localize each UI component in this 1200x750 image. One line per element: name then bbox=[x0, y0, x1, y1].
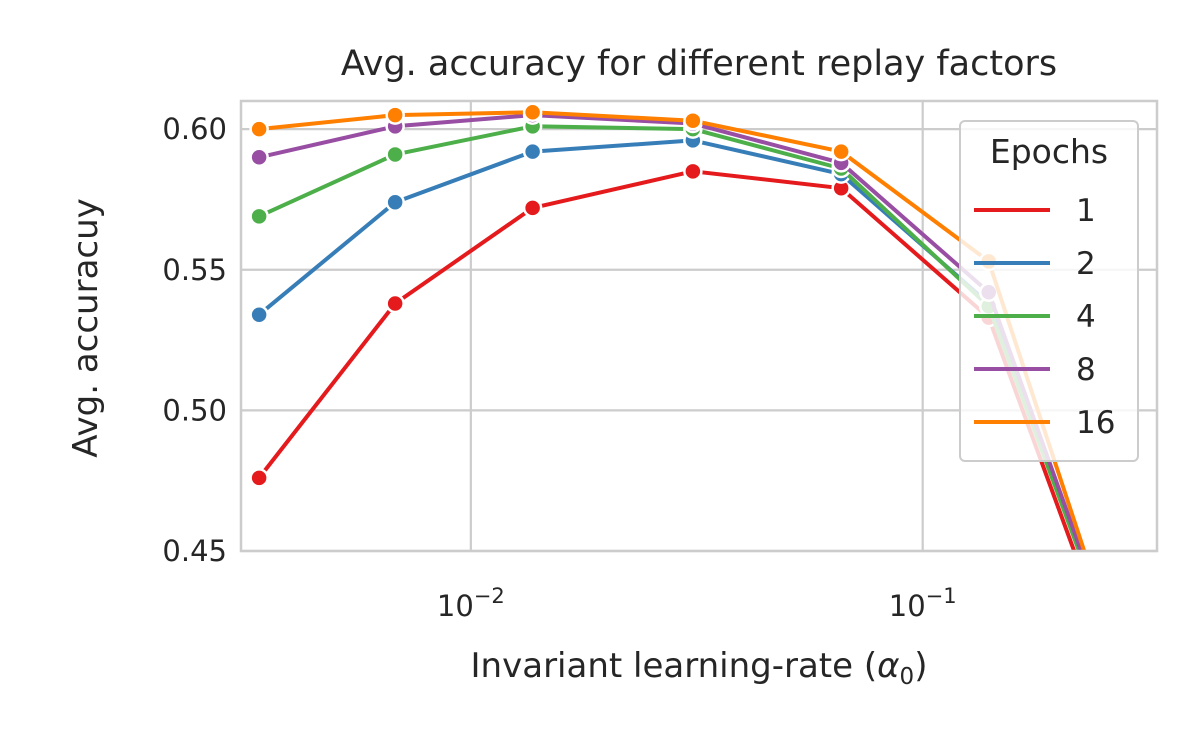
y-tick-label: 0.45 bbox=[162, 534, 227, 568]
legend-label: 4 bbox=[1076, 299, 1096, 335]
legend-item: 1 bbox=[974, 193, 1096, 229]
x-axis-label-symbol: α bbox=[877, 646, 899, 686]
y-tick-label: 0.60 bbox=[162, 112, 227, 146]
y-tick-label: 0.50 bbox=[162, 393, 227, 427]
x-tick-exponent: −1 bbox=[926, 584, 957, 608]
data-point bbox=[249, 305, 269, 325]
data-point bbox=[385, 144, 405, 165]
legend: Epochs 1 2 4 8 16 bbox=[959, 120, 1139, 462]
data-point bbox=[249, 147, 269, 167]
legend-label: 8 bbox=[1076, 352, 1096, 388]
data-point bbox=[385, 293, 405, 314]
y-tick-label: 0.55 bbox=[162, 253, 227, 287]
data-point bbox=[249, 206, 269, 227]
chart-title: Avg. accuracy for different replay facto… bbox=[341, 44, 1057, 84]
plot-frame bbox=[239, 99, 1159, 553]
x-tick-labels: 10−2 10−1 bbox=[437, 584, 957, 623]
data-point bbox=[831, 141, 851, 162]
data-point bbox=[522, 141, 543, 162]
legend-item: 16 bbox=[974, 405, 1115, 441]
data-point bbox=[1102, 621, 1119, 638]
x-axis-label-close: ) bbox=[914, 646, 927, 686]
data-point bbox=[385, 192, 405, 212]
legend-items: 1 2 4 8 16 bbox=[974, 193, 1115, 441]
x-tick-base: 10 bbox=[889, 589, 926, 623]
x-tick-base: 10 bbox=[437, 589, 474, 623]
legend-label: 16 bbox=[1076, 405, 1115, 441]
y-axis-label: Avg. accuracuy bbox=[66, 198, 106, 458]
x-tick-label: 10−2 bbox=[437, 584, 505, 623]
legend-item: 8 bbox=[974, 352, 1096, 388]
x-axis-label-subscript: 0 bbox=[900, 664, 915, 690]
data-point bbox=[683, 110, 703, 131]
data-point bbox=[1102, 624, 1119, 641]
x-tick-exponent: −2 bbox=[474, 584, 505, 608]
data-point bbox=[522, 198, 543, 218]
data-point bbox=[385, 105, 405, 125]
legend-label: 2 bbox=[1076, 246, 1096, 282]
legend-title: Epochs bbox=[990, 132, 1108, 171]
legend-item: 2 bbox=[974, 246, 1096, 282]
x-tick-label: 10−1 bbox=[889, 584, 957, 623]
legend-item: 4 bbox=[974, 299, 1096, 335]
x-axis-label: Invariant learning-rate (α0) bbox=[471, 646, 928, 690]
legend-box bbox=[959, 120, 1139, 462]
data-point bbox=[1102, 641, 1119, 658]
data-point bbox=[249, 119, 269, 139]
data-point bbox=[683, 161, 703, 182]
data-point bbox=[249, 468, 269, 488]
data-point bbox=[1102, 627, 1119, 644]
y-tick-labels: 0.45 0.50 0.55 0.60 bbox=[162, 112, 227, 568]
legend-label: 1 bbox=[1076, 193, 1096, 229]
data-point bbox=[522, 102, 543, 122]
x-axis-label-text: Invariant learning-rate ( bbox=[471, 646, 878, 686]
data-point bbox=[1102, 627, 1119, 644]
